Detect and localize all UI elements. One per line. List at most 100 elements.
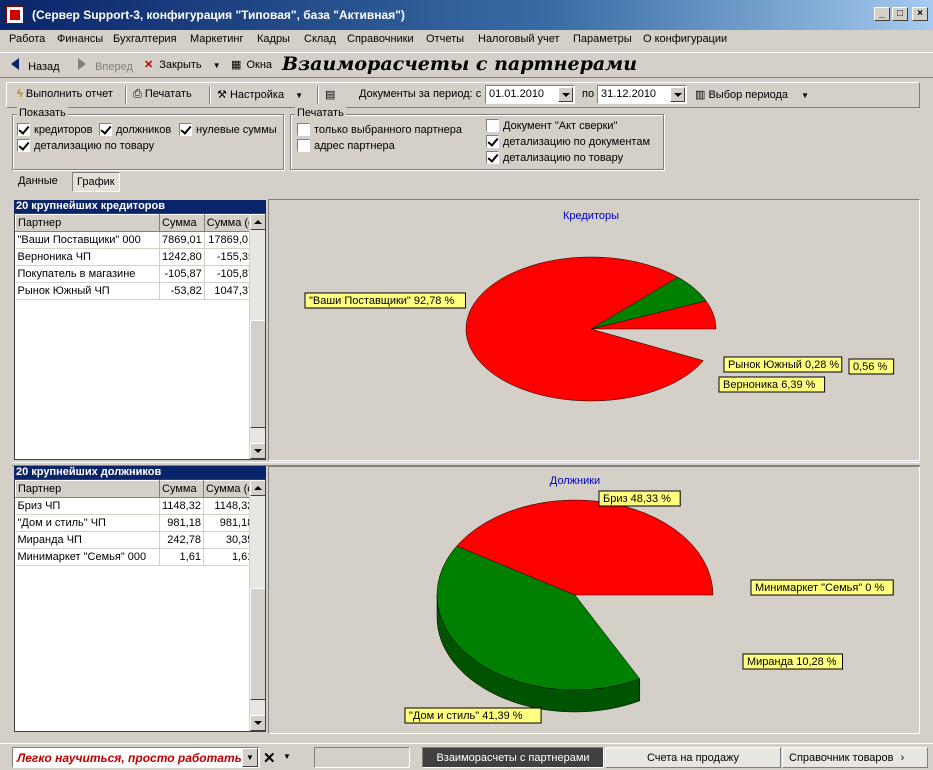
task-tab-label: Справочник товаров	[789, 752, 894, 764]
debtors-header: 20 крупнейших должников	[14, 466, 266, 479]
choose-period-label: Выбор периода	[708, 89, 789, 101]
column-header-partner[interactable]: Партнер	[15, 480, 160, 498]
title-bar[interactable]: (Сервер Support-3, конфигурация "Типовая…	[0, 0, 933, 30]
task-tab-goods-reference[interactable]: Справочник товаров ›	[782, 747, 928, 768]
tab-chart[interactable]: График	[72, 172, 120, 192]
show-goods-detail-checkbox[interactable]: детализацию по товару	[17, 139, 154, 152]
column-header-partner[interactable]: Партнер	[15, 214, 160, 232]
print-group-label: Печатать	[295, 107, 346, 119]
panel-splitter[interactable]	[12, 462, 920, 466]
menu-item-reports[interactable]: Отчеты	[426, 33, 465, 45]
checkbox-label: детализацию по документам	[503, 136, 651, 148]
slogan-dropdown-arrow-icon[interactable]: ▼	[242, 748, 258, 767]
svg-text:Минимаркет "Семья" 0 %: Минимаркет "Семья" 0 %	[755, 582, 884, 594]
print-partner-address-checkbox[interactable]: адрес партнера	[297, 139, 395, 152]
table-row[interactable]: Покупатель в магазине -105,87 -105,87	[15, 265, 258, 283]
cell-partner: Покупатель в магазине	[15, 265, 160, 283]
print-reconciliation-act-checkbox[interactable]: Документ "Акт сверки"	[486, 119, 617, 132]
back-button[interactable]: Назад	[11, 58, 60, 73]
debtors-scrollbar[interactable]	[249, 480, 265, 731]
menu-item-references[interactable]: Справочники	[347, 33, 414, 45]
column-header-sum[interactable]: Сумма	[159, 480, 204, 498]
close-doc-button[interactable]: ✕ Закрыть ▼	[144, 58, 221, 71]
minimize-button[interactable]: _	[874, 7, 890, 21]
windows-button[interactable]: ▦ Окна	[231, 58, 272, 71]
menu-item-params[interactable]: Параметры	[573, 33, 632, 45]
menu-item-finance[interactable]: Финансы	[57, 33, 104, 45]
table-row[interactable]: "Дом и стиль" ЧП 981,18 981,18	[15, 514, 257, 532]
checkbox-label: должников	[116, 124, 172, 136]
run-report-button[interactable]: ϟ Выполнить отчет	[17, 88, 113, 100]
menu-item-tax[interactable]: Налоговый учет	[478, 33, 560, 45]
show-zero-sums-checkbox[interactable]: нулевые суммы	[179, 123, 277, 136]
table-row[interactable]: Миранда ЧП 242,78 30,35	[15, 531, 257, 549]
print-button[interactable]: ⎙ Печатать	[133, 88, 192, 101]
pie-label: Миранда 10,28 %	[742, 653, 843, 670]
task-tab-sales-invoices[interactable]: Счета на продажу	[605, 747, 781, 768]
printer-icon: ⎙	[133, 88, 142, 100]
table-row[interactable]: Бриз ЧП 1148,32 1148,32	[15, 497, 257, 515]
scroll-thumb[interactable]	[250, 588, 265, 700]
settings-button[interactable]: ⚒ Настройка ▼	[217, 88, 303, 101]
forward-button[interactable]: Вперед	[78, 58, 133, 73]
cell-sum: 1148,32	[159, 497, 204, 515]
table-row[interactable]: "Ваши Поставщики" 000 7869,01 17869,01	[15, 231, 258, 249]
menu-item-marketing[interactable]: Маркетинг	[190, 33, 244, 45]
table-row[interactable]: Минимаркет "Семья" 000 1,61 1,61	[15, 548, 257, 566]
dropdown-arrow-icon[interactable]: ▼	[212, 61, 221, 70]
print-docs-detail-checkbox[interactable]: детализацию по документам	[486, 135, 650, 148]
table-row[interactable]: Рынок Южный ЧП -53,82 1047,37	[15, 282, 258, 300]
app-icon[interactable]	[6, 6, 24, 24]
cell-partner: Миранда ЧП	[15, 531, 160, 549]
choose-period-button[interactable]: ▥ Выбор периода ▼	[695, 88, 809, 101]
cell-sum-e: -155,35	[204, 248, 258, 266]
creditors-table[interactable]: Партнер Сумма Сумма (е "Ваши Поставщики"…	[14, 213, 266, 460]
chart-title: Кредиторы	[563, 210, 619, 222]
checkbox-checked-icon	[17, 139, 30, 152]
pie-label: 0,56 %	[848, 358, 895, 375]
date-to-dropdown[interactable]	[670, 87, 685, 102]
calendar-icon[interactable]: ▤	[325, 89, 336, 101]
checkbox-checked-icon	[486, 135, 499, 148]
close-window-button[interactable]: ×	[912, 7, 928, 21]
print-goods-detail-checkbox[interactable]: детализацию по товару	[486, 151, 623, 164]
tab-data[interactable]: Данные	[18, 175, 58, 187]
show-creditors-checkbox[interactable]: кредиторов	[17, 123, 92, 136]
checkbox-checked-icon	[17, 123, 30, 136]
debtors-table[interactable]: Партнер Сумма Сумма (е Бриз ЧП 1148,32 1…	[14, 479, 266, 732]
pie-slice	[590, 276, 707, 330]
table-row[interactable]: Верноника ЧП 1242,80 -155,35	[15, 248, 258, 266]
dropdown-arrow-icon[interactable]: ▼	[283, 752, 291, 761]
scroll-up-button[interactable]	[250, 214, 265, 230]
menu-item-staff[interactable]: Кадры	[257, 33, 290, 45]
task-tab-settlements[interactable]: Взаиморасчеты с партнерами	[422, 747, 604, 768]
scroll-thumb[interactable]	[250, 320, 265, 428]
dropdown-arrow-icon[interactable]: ▼	[801, 91, 810, 100]
dropdown-arrow-icon[interactable]: ▼	[295, 91, 304, 100]
scroll-up-button[interactable]	[250, 480, 265, 496]
creditors-scrollbar[interactable]	[249, 214, 265, 459]
maximize-button[interactable]: □	[892, 7, 908, 21]
menu-item-about[interactable]: О конфигурации	[643, 33, 728, 45]
cell-sum: 7869,01	[159, 231, 205, 249]
slogan-field[interactable]: Легко научиться, просто работать!	[12, 747, 260, 768]
lightning-icon: ϟ	[17, 88, 23, 100]
date-from-field[interactable]: 01.01.2010	[485, 85, 575, 104]
menu-item-accounting[interactable]: Бухгалтерия	[113, 33, 177, 45]
status-field	[314, 747, 410, 768]
cell-sum: -105,87	[159, 265, 205, 283]
close-task-icon[interactable]: ✕	[263, 750, 276, 767]
column-header-sum-e[interactable]: Сумма (е	[202, 480, 257, 498]
debtors-chart-area: Должники Бриз 48,33 % Минимаркет "Семья" 0…	[268, 466, 920, 734]
scroll-down-button[interactable]	[250, 443, 265, 459]
print-selected-partner-checkbox[interactable]: только выбранного партнера	[297, 123, 462, 136]
show-debtors-checkbox[interactable]: должников	[99, 123, 171, 136]
checkbox-label: адрес партнера	[314, 140, 395, 152]
cell-sum: 1242,80	[159, 248, 205, 266]
column-header-sum[interactable]: Сумма	[159, 214, 205, 232]
menu-item-warehouse[interactable]: Склад	[304, 33, 336, 45]
date-to-field[interactable]: 31.12.2010	[597, 85, 687, 104]
scroll-down-button[interactable]	[250, 715, 265, 731]
menu-item-work[interactable]: Работа	[9, 33, 46, 45]
date-from-dropdown[interactable]	[558, 87, 573, 102]
